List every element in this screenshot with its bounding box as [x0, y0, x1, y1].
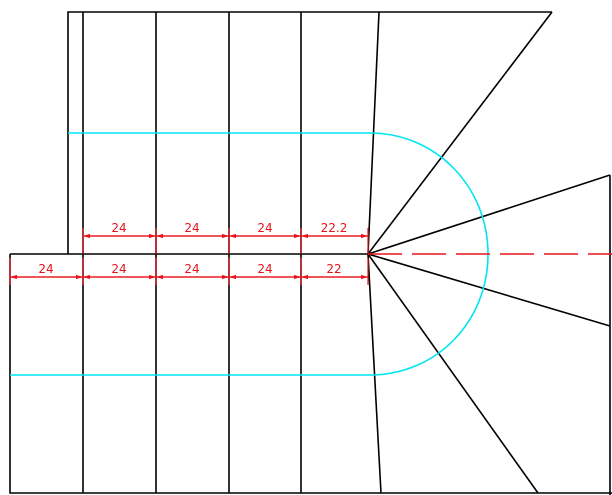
dimension-label: 24 — [38, 262, 53, 276]
winder-line — [367, 253, 539, 494]
dimension-label: 24 — [184, 221, 199, 235]
lower-dimension-chain — [9, 258, 369, 285]
tread-lines — [82, 11, 382, 494]
tread-line — [367, 253, 382, 494]
dimension-label: 22 — [326, 262, 341, 276]
dimension-label: 24 — [184, 262, 199, 276]
dimension-label: 24 — [111, 221, 126, 235]
winder-line — [367, 253, 611, 327]
lower-dimension-labels: 24 24 24 24 24 22 — [38, 262, 341, 276]
winder-line — [367, 174, 611, 255]
upper-wall — [67, 11, 552, 254]
winder-lines — [367, 11, 611, 494]
stair-outline — [9, 11, 612, 495]
upper-dimension-labels: 24 24 24 24 22.2 — [111, 221, 347, 235]
upper-dimension-chain — [82, 228, 369, 254]
dimension-label: 22.2 — [321, 221, 348, 235]
lower-wall — [9, 254, 612, 494]
dimension-label: 24 — [111, 262, 126, 276]
dimension-label: 24 — [257, 262, 272, 276]
dimension-label: 24 — [257, 221, 272, 235]
winder-line — [367, 11, 553, 255]
